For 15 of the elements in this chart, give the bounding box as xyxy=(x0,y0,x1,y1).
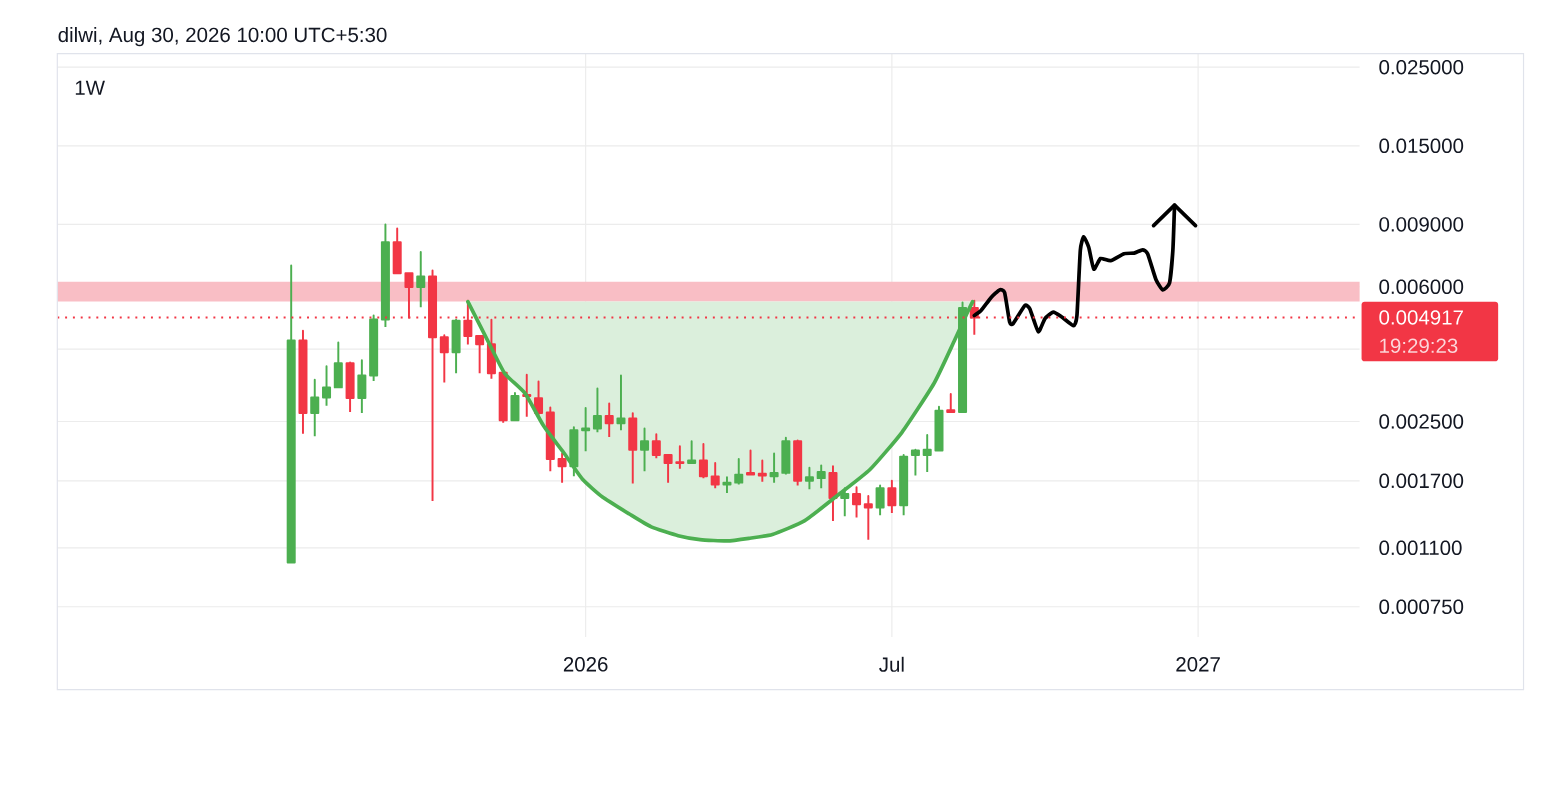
y-tick-label: 0.001700 xyxy=(1379,473,1464,489)
y-tick-label: 0.001100 xyxy=(1379,540,1462,556)
x-tick-label: Jul xyxy=(879,656,904,673)
ref-line-label: 0.004917 xyxy=(1379,310,1463,325)
x-tick-label: 2026 xyxy=(563,657,608,672)
y-tick-label: 0.015000 xyxy=(1379,138,1464,154)
y-tick-label: 0.000750 xyxy=(1379,599,1464,615)
y-tick-label: 0.006000 xyxy=(1379,279,1464,295)
text: 19:29:23 xyxy=(1380,338,1458,354)
text: 1W xyxy=(75,80,105,95)
y-tick-label: 0.002500 xyxy=(1379,414,1464,429)
x-tick-label: 2027 xyxy=(1176,657,1220,672)
y-tick-label: 0.009000 xyxy=(1379,217,1464,232)
chart-title: dilwi, Aug 30, 2026 10:00 UTC+5:30 xyxy=(58,27,387,47)
y-tick-label: 0.025000 xyxy=(1379,60,1464,75)
